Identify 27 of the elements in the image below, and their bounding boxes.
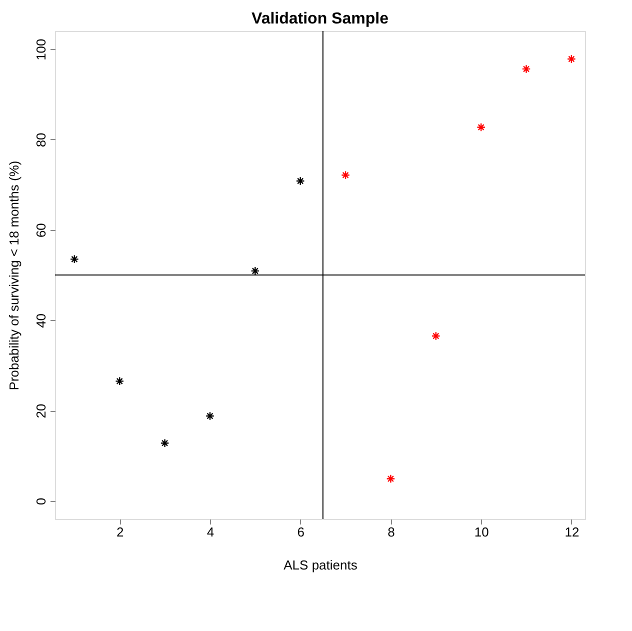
y-tick-label: 40 <box>34 313 48 328</box>
point <box>522 64 531 74</box>
point <box>566 54 576 64</box>
x-tick-label: 4 <box>206 524 214 540</box>
chart-title: Validation Sample <box>252 10 389 28</box>
point <box>250 266 260 276</box>
x-tick-label: 2 <box>116 524 124 540</box>
point <box>296 176 305 186</box>
point <box>431 332 440 340</box>
point <box>341 170 350 180</box>
y-tick-label: 100 <box>34 38 48 60</box>
point <box>160 438 170 448</box>
y-axis-title: Probability of surviving < 18 months (%) <box>6 160 22 390</box>
point <box>115 376 124 386</box>
x-tick-label: 12 <box>564 524 580 540</box>
x-axis-title: ALS patients <box>284 558 358 572</box>
x-tick-label: 8 <box>388 524 395 540</box>
x-tick-label: 6 <box>297 524 304 540</box>
y-tick-label: 0 <box>34 498 48 506</box>
point <box>476 122 486 132</box>
point <box>206 412 214 420</box>
y-tick-label: 20 <box>34 404 48 418</box>
x-tick-label: 10 <box>474 524 489 540</box>
point <box>386 474 396 484</box>
y-tick-label: 80 <box>34 132 48 148</box>
point <box>70 254 79 264</box>
y-tick-label: 60 <box>34 223 48 238</box>
